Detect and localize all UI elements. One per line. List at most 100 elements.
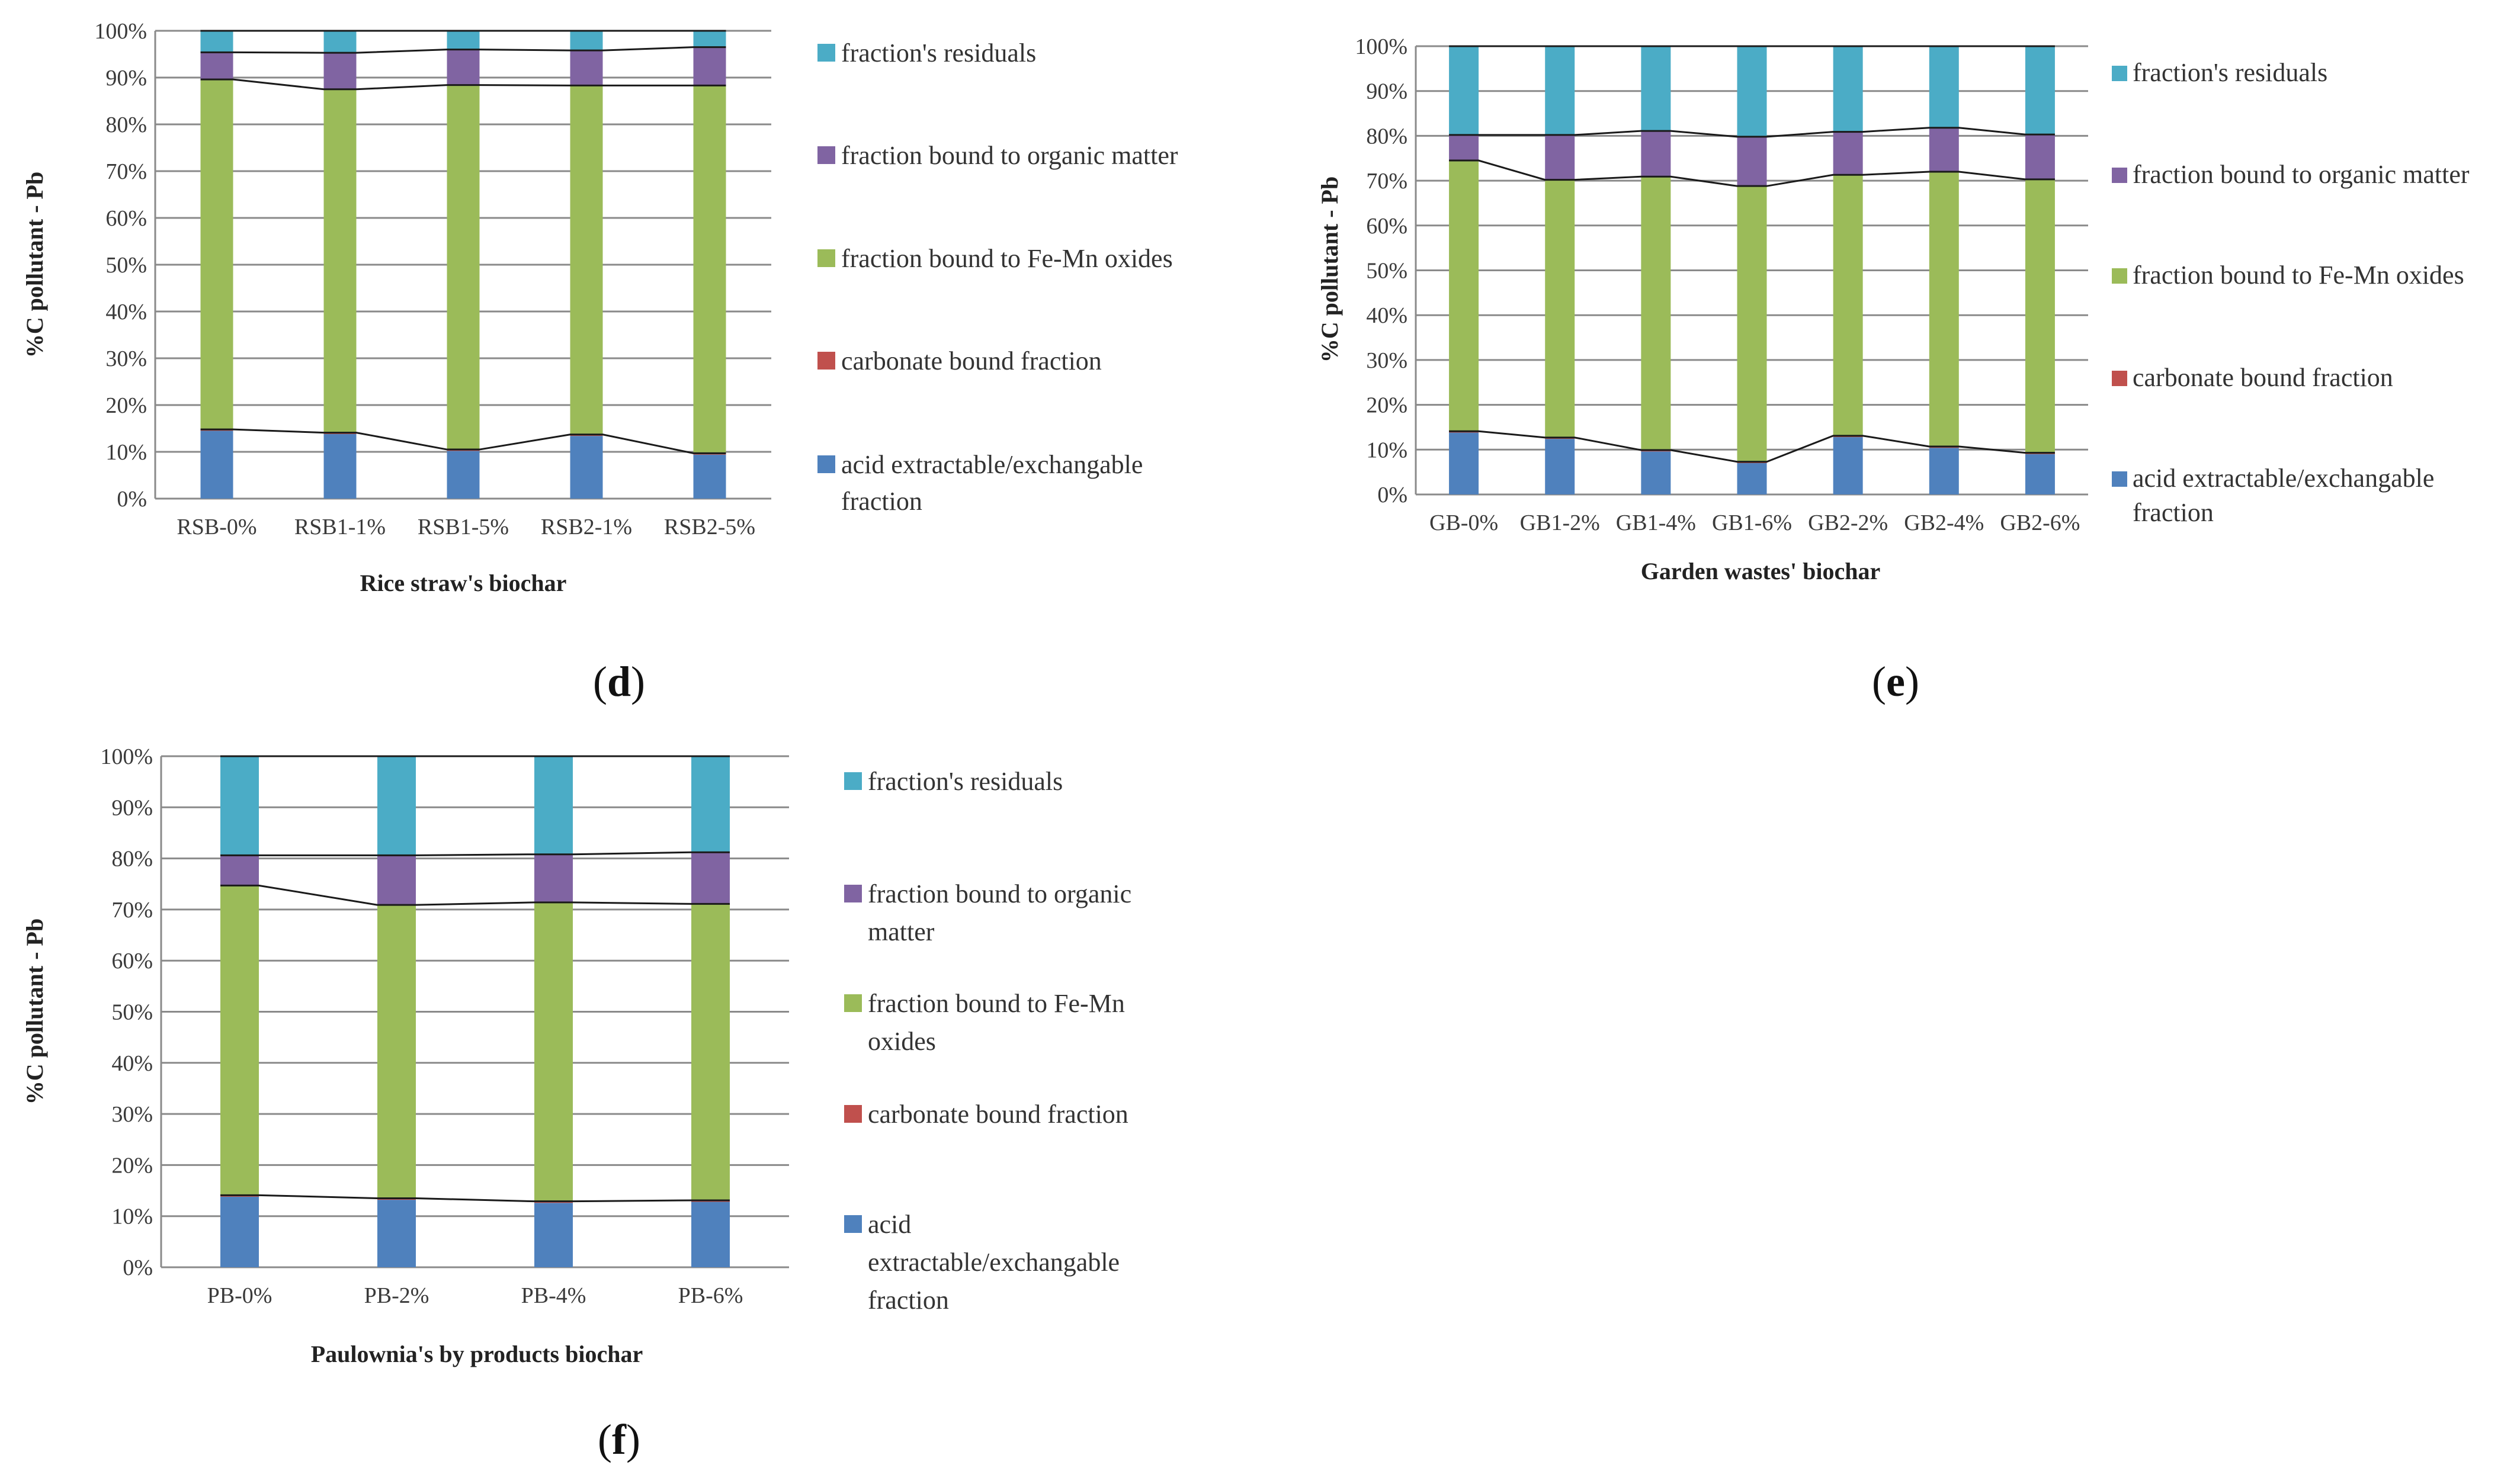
bar-segment-organic-1 (200, 52, 233, 80)
legend-swatch-acid (2112, 471, 2127, 487)
bar-segment-femn-4 (1737, 186, 1767, 462)
y-tick-label: 0% (123, 1255, 153, 1280)
y-tick-label: 40% (111, 1051, 153, 1076)
bar-segment-femn-4 (691, 904, 730, 1200)
bar-segment-femn-5 (1833, 175, 1863, 436)
legend-label-line: carbonate bound fraction (2133, 363, 2393, 392)
legend-label-line: fraction bound to organic (868, 879, 1131, 908)
bar-segment-residual-5 (693, 31, 726, 47)
legend-label-line: fraction bound to Fe-Mn (868, 989, 1125, 1018)
bar-segment-residual-3 (534, 756, 573, 855)
legend-label-femn: fraction bound to Fe-Mn oxides (2133, 261, 2464, 290)
bar-segment-organic-6 (1929, 127, 1959, 172)
y-tick-label: 70% (1366, 169, 1407, 194)
y-tick-label: 40% (1366, 303, 1407, 328)
legend-label-line: carbonate bound fraction (868, 1100, 1128, 1129)
y-tick-label: 20% (111, 1153, 153, 1178)
x-tick-label: PB-6% (678, 1283, 743, 1308)
legend-label-line: fraction's residuals (2133, 58, 2327, 87)
legend-swatch-residual (817, 44, 835, 62)
x-axis-title: Paulownia's by products biochar (311, 1341, 643, 1367)
y-tick-label: 80% (111, 847, 153, 872)
legend-e: fraction's residuals fraction bound to or… (2112, 58, 2470, 527)
chart-panel-e: 0% 10% 20% 30% 40% 50% 60% 70% 80% 90% 100% GB-0% GB… (1316, 34, 2470, 705)
y-axis-title: %C pollutant - Pb (21, 918, 48, 1105)
bar-segment-residual-7 (2025, 46, 2055, 135)
x-tick-label: GB1-4% (1616, 510, 1696, 535)
bar-segment-residual-3 (447, 31, 480, 50)
legend-label-carbonate: carbonate bound fraction (841, 346, 1102, 375)
bar-segment-femn-3 (447, 85, 480, 450)
legend-swatch-carbonate (817, 352, 835, 370)
legend-label-line: fraction bound to organic matter (841, 141, 1178, 170)
bar-segment-organic-5 (693, 47, 726, 86)
y-tick-label: 60% (105, 206, 147, 231)
panel-label-e: (e) (1872, 658, 1919, 705)
series-connector-line (220, 851, 730, 856)
y-tick-label: 50% (105, 253, 147, 278)
y-tick-label: 90% (111, 795, 153, 820)
legend-label-line: fraction bound to organic matter (2133, 160, 2470, 189)
y-tick-label: 20% (1366, 393, 1407, 418)
bar-segment-residual-5 (1833, 46, 1863, 132)
legend-label-line: fraction's residuals (841, 38, 1036, 68)
bar-segment-femn-1 (220, 885, 259, 1196)
series-connector-line (200, 78, 726, 91)
series-connector-line (200, 428, 726, 454)
bar-segment-acid-1 (1449, 432, 1479, 494)
bar-segment-femn-2 (377, 905, 416, 1199)
y-tick-label: 100% (1355, 34, 1407, 59)
y-tick-label: 20% (105, 393, 147, 418)
bar-segment-femn-6 (1929, 171, 1959, 447)
bar-segment-organic-3 (1641, 131, 1671, 177)
bar-segment-acid-4 (570, 436, 603, 499)
bar-segment-acid-5 (693, 454, 726, 499)
bar-segment-femn-1 (200, 79, 233, 430)
bar-segment-acid-2 (1545, 439, 1575, 494)
bar-segment-femn-7 (2025, 179, 2055, 453)
bar-segment-organic-4 (1737, 136, 1767, 187)
legend-label-line: acid (868, 1210, 911, 1239)
panel-label-letter: f (612, 1416, 627, 1463)
legend-label-line: fraction bound to Fe-Mn oxides (841, 244, 1173, 273)
bar-segment-acid-3 (1641, 451, 1671, 494)
bar-segment-organic-2 (323, 53, 357, 89)
panel-label-close: ) (631, 658, 645, 705)
bar-segment-organic-4 (570, 50, 603, 86)
legend-label-residual: fraction's residuals (841, 38, 1036, 68)
y-tick-label: 10% (1366, 438, 1407, 462)
bar-segment-femn-3 (1641, 176, 1671, 451)
legend-label-femn: fraction bound to Fe-Mn oxides (868, 989, 1125, 1056)
bar-segment-acid-6 (1929, 448, 1959, 494)
bar-segment-femn-4 (570, 85, 603, 435)
y-axis-title: %C pollutant - Pb (1316, 176, 1343, 363)
panel-label-f: (f) (598, 1416, 640, 1463)
x-tick-label: GB2-6% (2000, 510, 2080, 535)
bar-segment-organic-7 (2025, 134, 2055, 179)
legend-f: fraction's residuals fraction bound to or… (844, 767, 1131, 1315)
x-tick-label: RSB-0% (177, 515, 256, 539)
chart-panel-f: 0% 10% 20% 30% 40% 50% 60% 70% 80% 90% 100% PB-0% PB… (21, 744, 1131, 1463)
x-axis-title: Garden wastes' biochar (1641, 558, 1880, 584)
bar-segment-organic-2 (1545, 134, 1575, 180)
bar-segment-organic-1 (1449, 134, 1479, 161)
x-tick-label: PB-2% (364, 1283, 429, 1308)
y-tick-label: 30% (111, 1102, 153, 1127)
y-tick-label: 80% (1366, 124, 1407, 149)
y-tick-label: 50% (111, 1000, 153, 1025)
legend-label-line: extractable/exchangable (868, 1248, 1120, 1277)
bar-segment-residual-4 (691, 756, 730, 853)
panel-label-open: ( (593, 658, 607, 705)
bar-segment-organic-1 (220, 855, 259, 886)
legend-label-line: fraction (868, 1286, 949, 1315)
legend-label-line: fraction bound to Fe-Mn oxides (2133, 261, 2464, 290)
legend-swatch-organic (817, 146, 835, 164)
bar-segment-femn-5 (693, 85, 726, 454)
legend-swatch-acid (844, 1215, 862, 1233)
legend-label-femn: fraction bound to Fe-Mn oxides (841, 244, 1173, 273)
legend-swatch-residual (844, 772, 862, 790)
series-connector-line (200, 46, 726, 54)
legend-label-organic: fraction bound to organic matter (868, 879, 1131, 946)
series-connector-line (220, 1194, 730, 1203)
